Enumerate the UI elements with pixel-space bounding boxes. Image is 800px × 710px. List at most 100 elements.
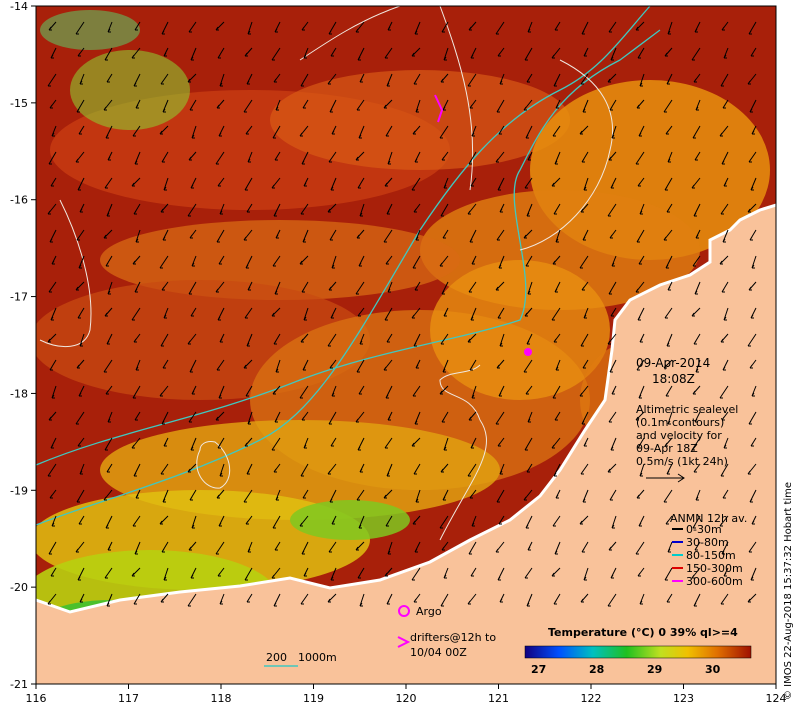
velocity-arrow-icon	[103, 489, 113, 501]
velocity-arrow-icon	[104, 567, 113, 579]
velocity-arrow-icon	[247, 151, 253, 163]
velocity-arrow-icon	[719, 255, 729, 265]
velocity-arrow-icon	[105, 255, 113, 267]
velocity-arrow-icon	[162, 229, 169, 241]
velocity-arrow-icon	[583, 177, 589, 191]
velocity-arrow-icon	[215, 281, 225, 293]
velocity-arrow-icon	[106, 203, 113, 217]
drifters-legend: drifters@12h to 10/04 00Z	[397, 631, 496, 659]
velocity-arrow-icon	[496, 229, 505, 241]
velocity-arrow-icon	[216, 489, 225, 499]
coastline	[36, 203, 776, 614]
depth-legend-label: 30-80m	[686, 536, 729, 549]
velocity-arrow-icon	[441, 541, 449, 551]
velocity-arrow-icon	[721, 151, 729, 165]
velocity-arrow-icon	[639, 593, 645, 605]
velocity-arrow-icon	[216, 99, 225, 109]
velocity-arrow-icon	[468, 541, 477, 555]
depth-legend-label: 300-600m	[686, 575, 743, 588]
velocity-arrow-icon	[77, 567, 85, 581]
velocity-arrow-icon	[751, 255, 757, 269]
velocity-arrow-icon	[695, 359, 701, 373]
velocity-arrow-icon	[498, 125, 505, 135]
velocity-arrow-icon	[467, 463, 477, 477]
colorbar-tick-29: 29	[647, 663, 662, 676]
velocity-arrow-icon	[159, 385, 169, 397]
velocity-arrow-icon	[748, 21, 757, 35]
velocity-arrow-icon	[609, 99, 617, 111]
velocity-arrow-icon	[218, 125, 225, 137]
velocity-arrow-icon	[163, 567, 169, 581]
velocity-arrow-icon	[191, 125, 197, 139]
velocity-arrow-icon	[499, 73, 505, 85]
velocity-arrow-icon	[415, 229, 421, 241]
velocity-arrow-icon	[748, 411, 757, 425]
velocity-arrow-icon	[442, 359, 449, 373]
velocity-arrow-icon	[551, 437, 561, 449]
velocity-arrow-icon	[667, 21, 673, 35]
velocity-arrow-icon	[498, 515, 505, 525]
velocity-arrow-icon	[554, 411, 561, 421]
velocity-arrow-icon	[358, 385, 365, 395]
velocity-arrow-icon	[163, 307, 169, 319]
velocity-arrow-icon	[411, 177, 421, 191]
velocity-arrow-icon	[580, 73, 589, 85]
velocity-arrow-icon	[132, 125, 141, 137]
velocity-arrow-icon	[607, 333, 617, 345]
velocity-arrow-icon	[273, 593, 281, 607]
velocity-arrow-icon	[79, 203, 85, 213]
velocity-arrow-icon	[386, 593, 393, 605]
velocity-arrow-icon	[299, 515, 309, 527]
velocity-arrow-icon	[610, 307, 617, 317]
velocity-arrow-icon	[357, 567, 365, 579]
velocity-arrow-icon	[663, 489, 673, 503]
velocity-arrow-icon	[217, 437, 225, 449]
velocity-arrow-icon	[187, 73, 197, 83]
velocity-arrow-icon	[218, 385, 225, 399]
velocity-arrow-icon	[469, 489, 477, 499]
velocity-arrow-icon	[75, 21, 85, 35]
velocity-arrow-icon	[721, 21, 729, 31]
velocity-arrow-icon	[580, 463, 589, 475]
velocity-arrow-icon	[723, 567, 729, 577]
velocity-arrow-icon	[219, 463, 225, 477]
depth-legend-label: 150-300m	[686, 562, 743, 575]
velocity-arrow-icon	[245, 255, 253, 269]
y-tick-label: -14	[10, 0, 28, 13]
velocity-arrow-icon	[103, 359, 113, 373]
velocity-arrow-icon	[159, 255, 169, 269]
velocity-arrow-icon	[691, 567, 701, 579]
velocity-arrow-icon	[219, 333, 225, 343]
x-tick-label: 123	[673, 692, 694, 705]
velocity-arrow-icon	[132, 255, 141, 265]
velocity-arrow-icon	[667, 411, 673, 425]
velocity-arrow-icon	[160, 73, 169, 85]
velocity-arrow-icon	[666, 593, 673, 603]
velocity-arrow-icon	[692, 255, 701, 267]
velocity-arrow-icon	[191, 255, 197, 267]
credit-text: © IMOS 22-Aug-2018 15:37:32 Hobart time	[783, 482, 794, 700]
velocity-arrow-icon	[331, 255, 337, 269]
velocity-arrow-icon	[106, 73, 113, 83]
argo-label: Argo	[416, 605, 442, 618]
velocity-arrow-icon	[440, 593, 449, 607]
velocity-arrow-icon	[133, 593, 141, 605]
velocity-arrow-icon	[357, 437, 365, 451]
velocity-arrow-icon	[663, 229, 673, 241]
velocity-arrow-icon	[274, 281, 281, 295]
velocity-arrow-icon	[610, 177, 617, 189]
velocity-arrow-icon	[134, 541, 141, 555]
velocity-arrow-icon	[636, 99, 645, 109]
velocity-arrow-icon	[665, 385, 673, 397]
velocity-arrow-icon	[722, 359, 729, 371]
velocity-arrow-icon	[579, 515, 589, 525]
velocity-arrow-icon	[105, 385, 113, 395]
bathy-1000m	[36, 6, 651, 526]
velocity-arrow-icon	[555, 489, 561, 499]
velocity-arrow-icon	[441, 281, 449, 295]
velocity-arrow-icon	[663, 99, 673, 113]
velocity-arrow-icon	[330, 567, 337, 581]
velocity-arrow-icon	[385, 255, 393, 265]
velocity-arrow-icon	[359, 333, 365, 345]
velocity-arrow-icon	[638, 255, 645, 265]
